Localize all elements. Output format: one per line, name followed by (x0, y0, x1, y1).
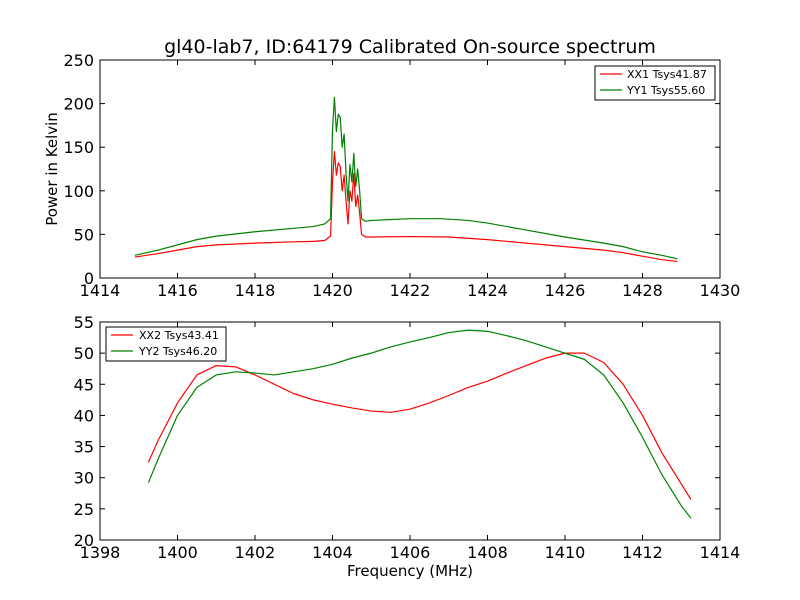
bottom-x-tick-label: 1412 (622, 543, 663, 562)
bottom-y-tick-label: 30 (74, 469, 94, 488)
bottom-x-tick-label: 1410 (545, 543, 586, 562)
bottom-y-tick-label: 50 (74, 344, 94, 363)
bottom-x-tick-label: 1404 (312, 543, 353, 562)
bottom-x-tick-label: 1414 (700, 543, 741, 562)
top-x-tick-label: 1416 (157, 281, 198, 300)
bottom-series-line-yy2 (147, 329, 692, 519)
bottom-legend-box (105, 326, 227, 362)
top-legend-label-yy1: YY1 Tsys55.60 (626, 84, 705, 97)
bottom-y-tick-label: 45 (74, 375, 94, 394)
top-x-tick-label: 1418 (235, 281, 276, 300)
top-y-tick-label: 150 (63, 138, 94, 157)
top-x-tick-label: 1430 (700, 281, 741, 300)
top-x-tick-label: 1424 (467, 281, 508, 300)
bottom-series-lines (147, 329, 692, 519)
bottom-plot-frame (99, 321, 721, 541)
top-x-tick-label: 1414 (80, 281, 121, 300)
top-series-line-yy1 (134, 96, 678, 260)
bottom-legend-label-yy2: YY2 Tsys46.20 (138, 345, 217, 358)
top-legend-box (594, 65, 716, 101)
chart-title: gl40-lab7, ID:64179 Calibrated On-source… (164, 36, 656, 58)
top-legend: XX1 Tsys41.87 YY1 Tsys55.60 (594, 65, 716, 101)
top-y-tick-label: 50 (74, 225, 94, 244)
top-legend-label-xx1: XX1 Tsys41.87 (627, 68, 707, 81)
bottom-x-axis-label: Frequency (MHz) (347, 562, 473, 580)
top-x-tick-label: 1422 (390, 281, 431, 300)
top-series-lines (134, 96, 678, 263)
bottom-legend-label-xx2: XX2 Tsys43.41 (139, 329, 219, 342)
top-y-axis-label: Power in Kelvin (43, 112, 61, 226)
bottom-y-tick-label: 25 (74, 500, 94, 519)
top-x-tick-label: 1428 (622, 281, 663, 300)
bottom-y-tick-label: 40 (74, 406, 94, 425)
bottom-y-tick-label: 20 (74, 531, 94, 550)
bottom-axis-ticks: 1398 1400 1402 1404 1406 1408 1410 1412 1414 20 25… (74, 313, 741, 562)
top-y-tick-label: 100 (63, 182, 94, 201)
bottom-y-tick-label: 55 (74, 313, 94, 332)
bottom-x-tick-label: 1402 (235, 543, 276, 562)
top-x-tick-label: 1420 (312, 281, 353, 300)
top-plot-frame (99, 59, 721, 279)
bottom-x-tick-label: 1406 (390, 543, 431, 562)
bottom-series-line-xx2 (147, 352, 692, 500)
bottom-x-tick-label: 1400 (157, 543, 198, 562)
top-y-tick-label: 250 (63, 51, 94, 70)
top-series-line-xx1 (134, 150, 678, 263)
top-x-tick-label: 1426 (545, 281, 586, 300)
top-axis-ticks: 1414 1416 1418 1420 1422 1424 1426 1428 1430 0 50 1… (63, 51, 740, 300)
top-y-tick-label: 0 (84, 269, 94, 288)
bottom-y-tick-label: 35 (74, 438, 94, 457)
bottom-legend: XX2 Tsys43.41 YY2 Tsys46.20 (105, 326, 227, 362)
bottom-x-tick-label: 1408 (467, 543, 508, 562)
top-y-tick-label: 200 (63, 95, 94, 114)
bottom-x-tick-label: 1398 (80, 543, 121, 562)
